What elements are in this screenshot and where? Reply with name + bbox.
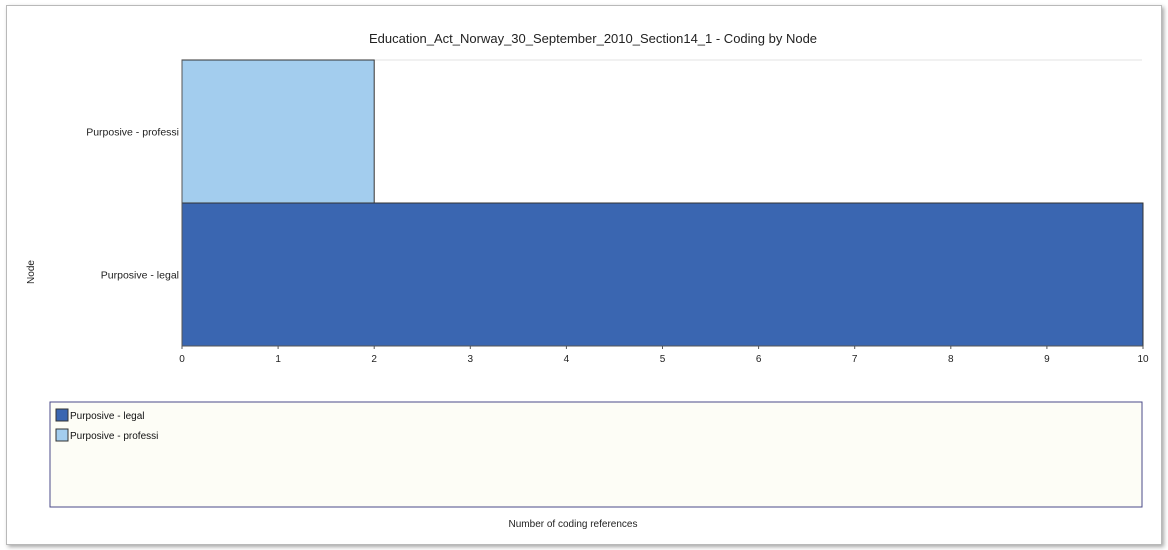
- x-tick-label: 9: [1044, 354, 1050, 365]
- x-tick-label: 1: [275, 354, 281, 365]
- bar-1: [181, 202, 1144, 347]
- legend-label: Purposive - professi: [70, 431, 158, 442]
- chart-title: Education_Act_Norway_30_September_2010_S…: [369, 31, 817, 46]
- x-tick-label: 7: [852, 354, 858, 365]
- x-tick-labels: 0 1 2 3 4 5 6 7 8 9 10: [179, 346, 1149, 365]
- x-tick-label: 3: [468, 354, 474, 365]
- bar-0: [181, 59, 375, 204]
- x-axis-label: Number of coding references: [509, 519, 638, 530]
- x-tick-label: 10: [1137, 354, 1149, 365]
- legend-swatch: [55, 428, 69, 442]
- bars-group: [181, 59, 1144, 347]
- legend-swatch: [55, 408, 69, 422]
- y-tick-label: Purposive - legal: [101, 270, 179, 282]
- legend: Purposive - legal Purposive - professi: [55, 408, 158, 442]
- y-axis-label: Node: [26, 260, 37, 284]
- legend-label: Purposive - legal: [70, 411, 144, 422]
- y-tick-labels: Purposive - professi Purposive - legal: [86, 127, 179, 282]
- x-tick-label: 2: [371, 354, 377, 365]
- y-tick-label: Purposive - professi: [86, 127, 179, 139]
- x-tick-label: 8: [948, 354, 954, 365]
- legend-box: [49, 401, 1143, 508]
- x-tick-label: 4: [564, 354, 570, 365]
- x-tick-label: 6: [756, 354, 762, 365]
- x-tick-label: 5: [660, 354, 666, 365]
- x-tick-label: 0: [179, 354, 185, 365]
